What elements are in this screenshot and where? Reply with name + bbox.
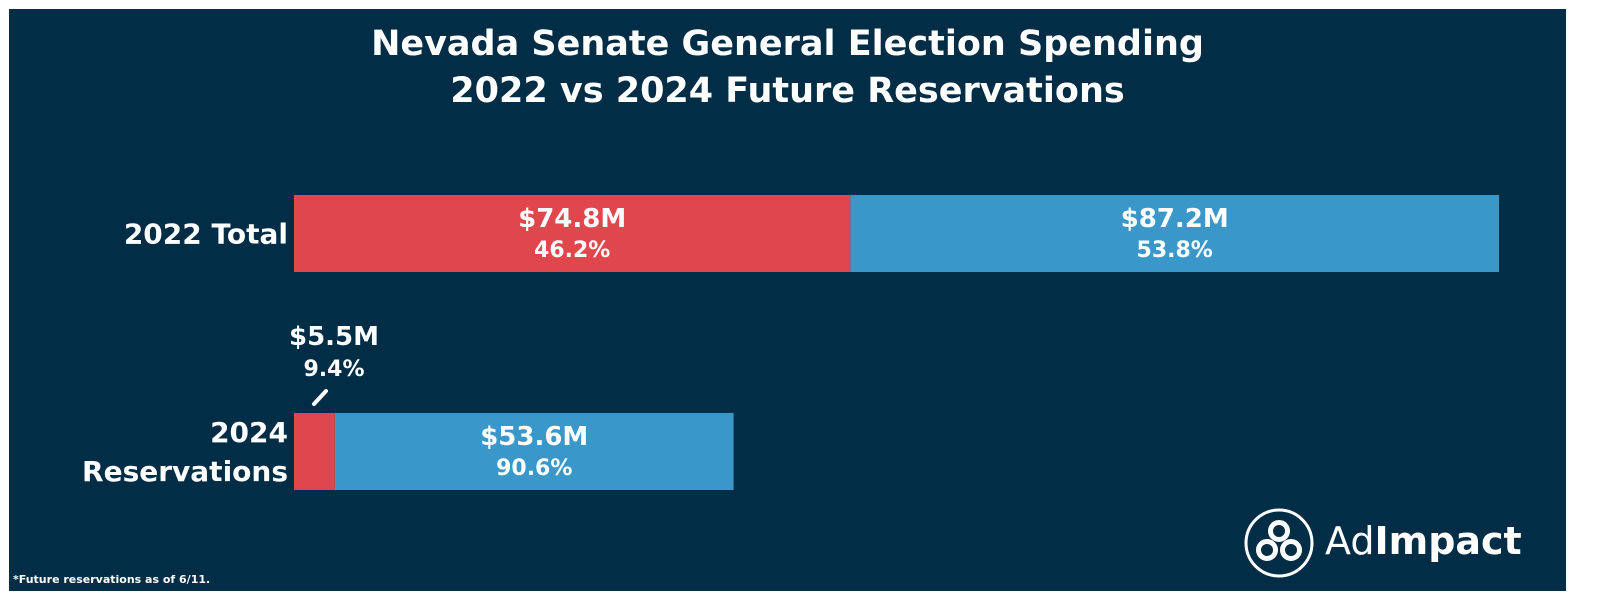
- data-label-value: $5.5M: [289, 322, 379, 352]
- chart-panel: Nevada Senate General Election Spending …: [9, 9, 1566, 591]
- category-label: 2024: [210, 416, 288, 449]
- data-label-percent: 90.6%: [496, 456, 572, 481]
- data-label-value: $87.2M: [1121, 204, 1229, 234]
- chart-title-line-2: 2022 vs 2024 Future Reservations: [450, 71, 1125, 111]
- logo-text-ad: Ad: [1325, 519, 1375, 563]
- category-label: 2022 Total: [124, 218, 288, 251]
- data-label-value: $53.6M: [480, 422, 588, 452]
- data-label-percent: 53.8%: [1137, 238, 1213, 263]
- data-label-percent: 9.4%: [303, 357, 364, 382]
- data-label-leader-line: [312, 389, 328, 406]
- chart-title: Nevada Senate General Election Spending …: [9, 21, 1566, 115]
- logo-text-impact: Impact: [1374, 519, 1522, 563]
- adimpact-circles-icon: [1244, 508, 1314, 578]
- footnote: *Future reservations as of 6/11.: [13, 573, 211, 586]
- data-label-value: $74.8M: [518, 204, 626, 234]
- bar-chart: 2022 Total $74.8M 46.2% $87.2M 53.8% 2024 Rese…: [82, 195, 1499, 490]
- bar-segment: [294, 195, 851, 272]
- bar-segment: [334, 413, 734, 490]
- adimpact-wordmark: AdImpact: [1325, 518, 1522, 564]
- bar-segment: [294, 413, 335, 490]
- chart-title-line-1: Nevada Senate General Election Spending: [371, 24, 1204, 64]
- adimpact-logo: AdImpact: [1243, 506, 1543, 580]
- bar-segment: [850, 195, 1499, 272]
- data-label-percent: 46.2%: [534, 238, 610, 263]
- category-label: Reservations: [82, 455, 288, 488]
